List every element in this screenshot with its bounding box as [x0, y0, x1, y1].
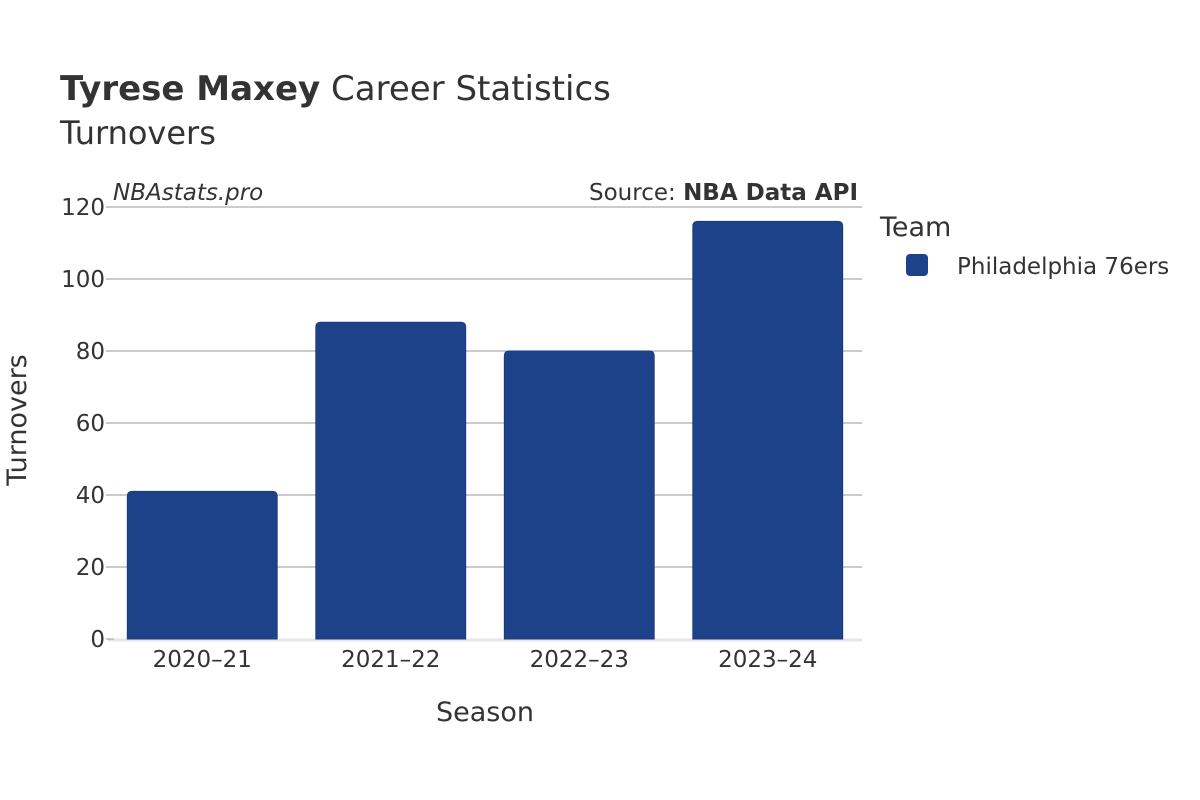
- source-prefix: Source:: [589, 180, 683, 206]
- y-tick-label: 80: [76, 339, 105, 365]
- bar-2022–23: [503, 350, 655, 640]
- y-axis-ticks: 0 20 40 60 80 100 120: [61, 195, 114, 653]
- x-tick-label: 2022–23: [530, 647, 629, 673]
- y-tick-label: 120: [61, 195, 105, 221]
- site-credit: NBAstats.pro: [113, 180, 263, 206]
- source-credit: Source: NBA Data API: [589, 180, 858, 206]
- legend-swatch: [906, 254, 928, 276]
- legend: Team Philadelphia 76ers: [879, 212, 1169, 280]
- title-player-name: Tyrese Maxey: [60, 69, 320, 109]
- bar-2021–22: [315, 321, 467, 640]
- bar-2023–24: [692, 220, 844, 640]
- x-tick-label: 2020–21: [153, 647, 252, 673]
- source-name: NBA Data API: [683, 180, 858, 206]
- chart-subtitle: Turnovers: [59, 114, 216, 152]
- chart-title: Tyrese Maxey Career Statistics: [60, 69, 611, 109]
- y-tick-label: 20: [76, 555, 105, 581]
- x-axis-ticks: 2020–21 2021–22 2022–23 2023–24: [153, 647, 818, 673]
- x-tick-label: 2023–24: [718, 647, 817, 673]
- title-suffix: Career Statistics: [331, 69, 611, 109]
- legend-item-label: Philadelphia 76ers: [957, 254, 1169, 280]
- x-axis-label: Season: [436, 697, 534, 728]
- legend-title: Team: [879, 212, 951, 243]
- y-tick-label: 60: [76, 411, 105, 437]
- y-tick-label: 100: [61, 267, 105, 293]
- title-rest: [320, 69, 331, 109]
- x-tick-label: 2021–22: [341, 647, 440, 673]
- y-axis-label: Turnovers: [2, 354, 33, 487]
- y-tick-label: 40: [76, 483, 105, 509]
- y-tick-label: 0: [90, 627, 105, 653]
- bars: [126, 220, 844, 640]
- bar-2020–21: [126, 490, 278, 640]
